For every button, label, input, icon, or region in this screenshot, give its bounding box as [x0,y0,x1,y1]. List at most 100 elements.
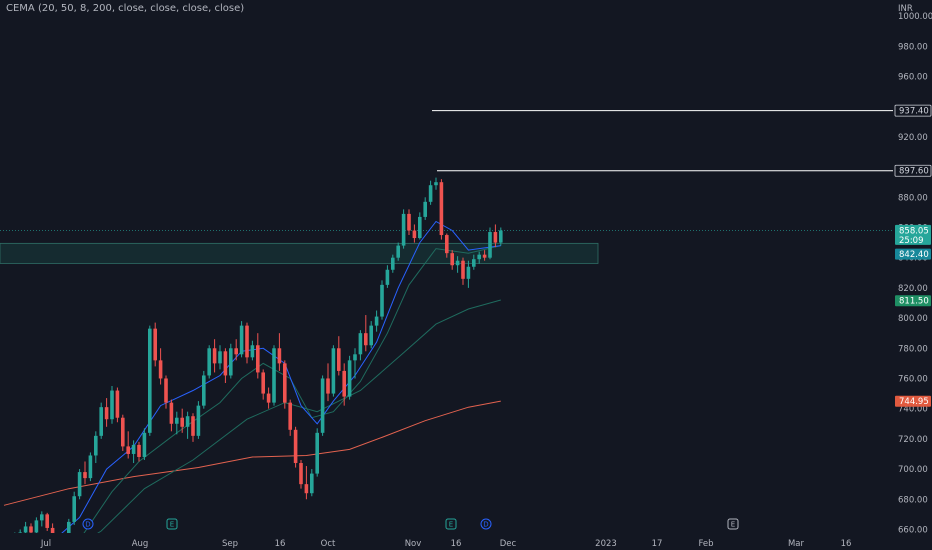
candle-body[interactable] [477,254,481,260]
y-tick-label: 1000.00 [898,12,932,22]
candle-body[interactable] [50,527,55,537]
candle-body[interactable] [283,363,287,403]
candle-body[interactable] [455,260,460,266]
candle-body[interactable] [256,345,260,373]
candle-body[interactable] [380,284,384,317]
y-tick-label: 740.00 [898,405,928,415]
candle-body[interactable] [169,402,174,424]
candle-body[interactable] [439,182,444,236]
candle-body[interactable] [83,472,87,479]
candle-body[interactable] [137,444,141,457]
candle-body[interactable] [261,372,265,394]
candle-body[interactable] [482,254,487,258]
candle-body[interactable] [110,390,114,420]
candle-body[interactable] [461,260,465,279]
candle-body[interactable] [320,378,325,433]
candle-body[interactable] [450,253,454,266]
earnings-marker-icon[interactable] [166,518,178,530]
candle-body[interactable] [239,325,244,355]
candle-body[interactable] [153,328,157,361]
candle-body[interactable] [175,417,179,424]
candle-body[interactable] [428,185,433,202]
candle-body[interactable] [364,333,368,346]
candle-body[interactable] [126,446,130,454]
candle-body[interactable] [353,354,357,361]
candle-body[interactable] [499,230,503,243]
dividend-marker-icon[interactable] [82,518,94,530]
candle-body[interactable] [121,417,125,447]
candle-body[interactable] [385,269,390,285]
candle-body[interactable] [191,416,195,436]
candle-body[interactable] [472,259,476,267]
candle-body[interactable] [115,390,120,418]
candle-body[interactable] [131,444,136,454]
candle-body[interactable] [423,201,427,217]
candle-body[interactable] [223,351,228,376]
candle-body[interactable] [250,345,255,358]
candle-body[interactable] [326,378,330,394]
candle-body[interactable] [196,405,201,436]
candle-body[interactable] [88,455,93,479]
candle-body[interactable] [218,351,222,364]
earnings-marker-icon[interactable] [727,518,739,530]
candle-body[interactable] [277,348,282,364]
candle-body[interactable] [493,232,498,243]
candle-body[interactable] [99,407,103,436]
candle-body[interactable] [212,348,217,364]
candle-body[interactable] [94,435,98,456]
candle-body[interactable] [445,235,449,254]
price-axis[interactable] [893,0,932,550]
candle-body[interactable] [29,526,33,533]
candle-body[interactable] [407,213,411,231]
time-axis[interactable] [0,533,893,550]
candle-body[interactable] [158,360,163,379]
price-tag [894,164,932,177]
candle-body[interactable] [229,348,233,376]
candle-body[interactable] [288,402,292,430]
candle-body[interactable] [304,484,309,494]
earnings-marker-icon[interactable] [445,518,457,530]
candle-body[interactable] [401,213,406,246]
candle-body[interactable] [434,182,438,186]
candle-body[interactable] [185,416,190,427]
candle-body[interactable] [396,245,400,258]
candle-body[interactable] [315,432,319,474]
candle-body[interactable] [331,348,336,394]
candle-body[interactable] [164,378,168,403]
candle-body[interactable] [358,333,363,355]
candle-body[interactable] [412,230,417,239]
candle-body[interactable] [272,348,276,403]
candle-body[interactable] [34,520,39,533]
candle-body[interactable] [142,432,147,457]
candle-body[interactable] [310,473,314,494]
candle-body[interactable] [245,325,249,358]
candle-body[interactable] [72,496,76,522]
candle-body[interactable] [374,316,379,326]
candle-body[interactable] [23,526,28,533]
x-tick-label: 16 [451,539,462,549]
candle-body[interactable] [369,325,373,346]
candle-body[interactable] [234,348,238,355]
candle-body[interactable] [299,463,303,485]
candle-body[interactable] [342,370,346,397]
y-tick-label: 720.00 [898,435,928,445]
candle-body[interactable] [418,216,422,239]
candle-body[interactable] [488,232,492,258]
candle-body[interactable] [391,257,395,270]
candle-body[interactable] [202,375,206,406]
candle-body[interactable] [347,360,352,397]
dividend-marker-icon[interactable] [480,518,492,530]
candle-body[interactable] [40,514,44,521]
candle-body[interactable] [45,514,49,528]
candle-body[interactable] [104,407,109,420]
candle-body[interactable] [337,348,341,371]
candle-body[interactable] [266,393,271,403]
candle-body[interactable] [148,328,152,433]
candle-body[interactable] [207,348,211,376]
candle-body[interactable] [466,266,471,279]
candle-body[interactable] [77,472,82,497]
price-tag-label: 811.50 [899,297,929,307]
candle-body[interactable] [293,429,298,464]
candle-body[interactable] [180,417,184,427]
